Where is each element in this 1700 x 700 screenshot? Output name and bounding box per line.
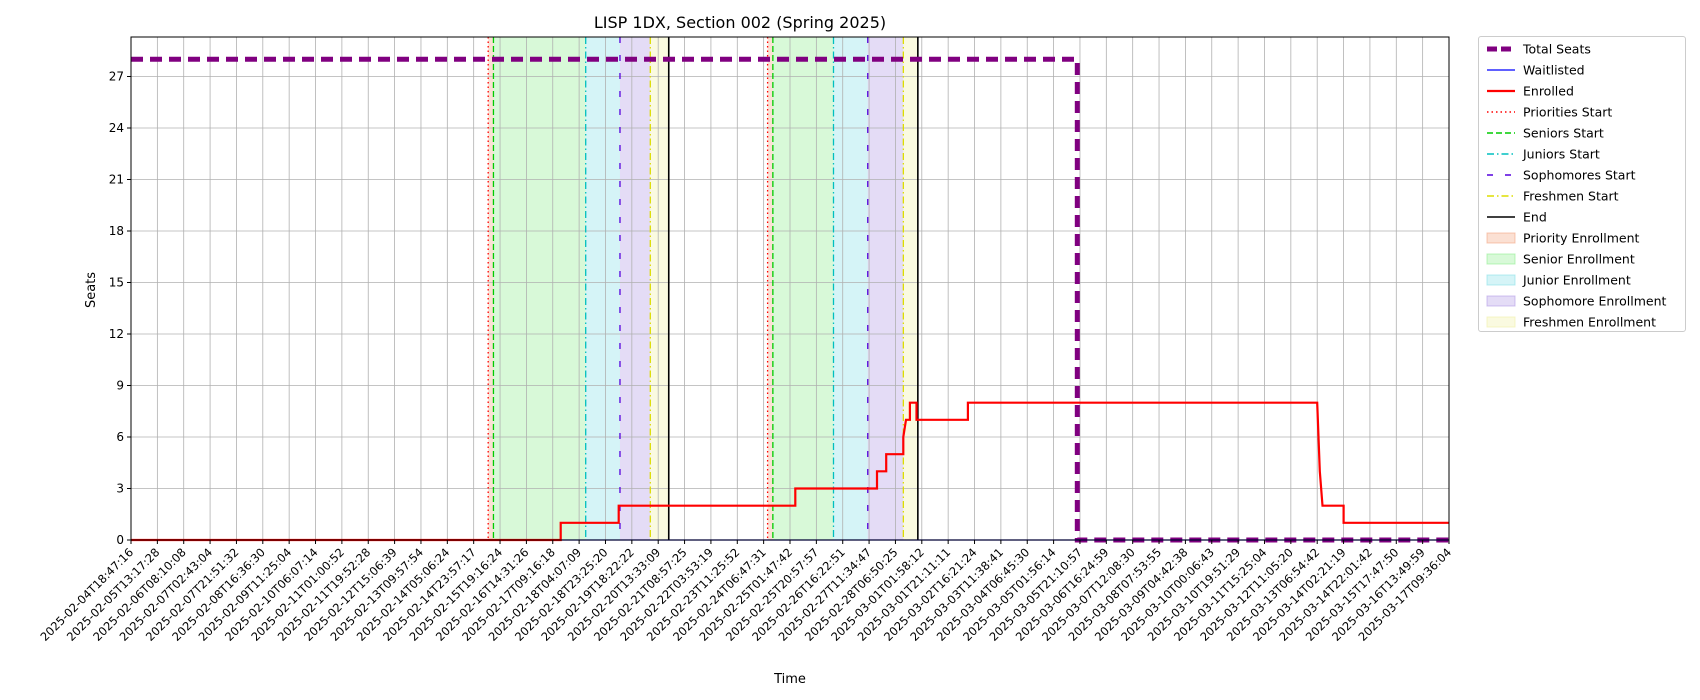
y-tick-label: 9 xyxy=(116,378,124,392)
band-senior-enrollment-1 xyxy=(772,37,834,540)
band-priority-enrollment-0 xyxy=(488,37,494,540)
legend-label: Junior Enrollment xyxy=(1522,273,1631,288)
series-total-seats xyxy=(131,56,1449,543)
legend-label: Juniors Start xyxy=(1522,147,1600,162)
legend-label: Senior Enrollment xyxy=(1523,252,1635,267)
legend-swatch xyxy=(1486,253,1516,265)
legend-label: Priority Enrollment xyxy=(1523,231,1640,246)
band-junior-enrollment-0 xyxy=(585,37,620,540)
legend-entries: Total Seats Waitlisted Enrolled Priorities … xyxy=(1486,42,1667,330)
y-tick-label: 15 xyxy=(109,275,124,289)
legend: Total Seats Waitlisted Enrolled Priorities … xyxy=(1478,36,1686,332)
y-axis-label: Seats xyxy=(84,272,99,308)
legend-label: Waitlisted xyxy=(1523,63,1585,78)
band-freshmen-enrollment-0 xyxy=(650,37,669,540)
phase-markers xyxy=(487,37,919,540)
band-sophomore-enrollment-0 xyxy=(619,37,651,540)
chart-title: LISP 1DX, Section 002 (Spring 2025) xyxy=(594,13,886,32)
x-axis-label: Time xyxy=(773,672,806,687)
band-freshmen-enrollment-1 xyxy=(903,37,918,540)
legend-label: Freshmen Enrollment xyxy=(1523,315,1656,330)
y-tick-label: 24 xyxy=(109,121,124,135)
y-tick-label: 21 xyxy=(109,172,124,186)
y-tick-label: 6 xyxy=(116,430,124,444)
legend-label: Freshmen Start xyxy=(1523,189,1619,204)
legend-swatch xyxy=(1486,316,1516,328)
y-tick-label: 3 xyxy=(116,481,124,495)
legend-swatch xyxy=(1486,232,1516,244)
series-enrolled xyxy=(131,401,1449,542)
y-axis-ticks: 0 3 6 9 12 15 18 21 24 27 xyxy=(109,69,131,547)
x-axis-ticks: 2025-02-04T18:47:162025-02-05T13:17:2820… xyxy=(37,540,1454,644)
legend-label: End xyxy=(1523,210,1547,225)
legend-label: Priorities Start xyxy=(1523,105,1612,120)
grid-lines xyxy=(130,37,1450,541)
legend-swatch xyxy=(1486,274,1516,286)
y-tick-label: 27 xyxy=(109,69,124,83)
legend-label: Enrolled xyxy=(1523,84,1574,99)
band-priority-enrollment-1 xyxy=(767,37,773,540)
y-tick-label: 0 xyxy=(116,533,124,547)
y-tick-label: 12 xyxy=(109,327,124,341)
y-tick-label: 18 xyxy=(109,224,124,238)
legend-label: Total Seats xyxy=(1522,42,1591,57)
band-senior-enrollment-0 xyxy=(493,37,586,540)
legend-swatch xyxy=(1486,295,1516,307)
legend-label: Sophomores Start xyxy=(1523,168,1636,183)
band-junior-enrollment-1 xyxy=(833,37,868,540)
legend-label: Sophomore Enrollment xyxy=(1523,294,1667,309)
legend-label: Seniors Start xyxy=(1523,126,1604,141)
